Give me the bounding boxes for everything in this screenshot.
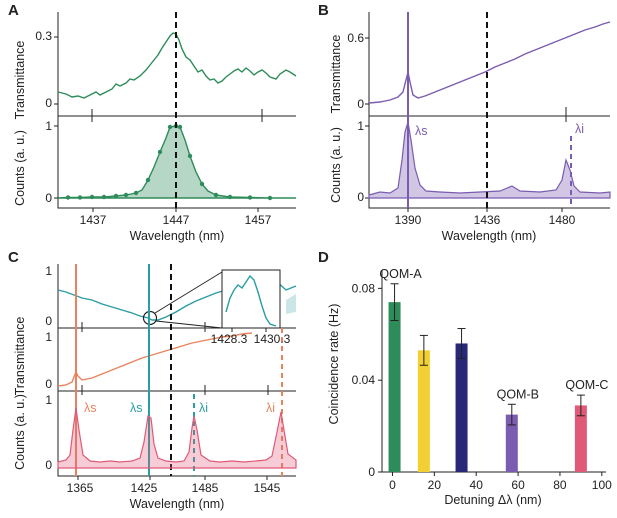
panel-d-ytick-label: 0.04 [352,373,376,387]
panel-c-annotation-lambda-s-teal: λs [130,401,143,415]
panel-b-xlabel: Wavelength (nm) [442,229,537,243]
panel-b-ytick-bottom-1: 1 [357,119,364,133]
panel-d-bar [388,302,401,472]
panel-a-xtick-1457: 1457 [245,213,272,227]
panel-d-ytick-label: 0 [368,465,375,479]
panel-c: C Transmittance Counts (a. u.) 1 0 1 0 1… [8,249,297,511]
panel-d: D Coincidence rate (Hz) 0 0.04 0.08 0 20 40 6… [318,249,612,507]
panel-b-transmittance-curve [368,21,611,104]
panel-d-ytick-label: 0.08 [352,281,376,295]
panel-c-ytick-bottom-1: 1 [45,393,52,407]
panel-d-ylabel: Coincidence rate (Hz) [327,304,341,425]
panel-d-letter: D [318,249,329,266]
panel-a-transmittance-curve [57,32,297,99]
panel-d-bar-label: QOM-A [379,267,422,281]
panel-b-bottom-ylabel: Counts (a. u.) [329,127,343,203]
panel-c-inset-frame [221,269,281,329]
panel-a-xlabel: Wavelength (nm) [130,229,225,243]
panel-b-xtick-1480: 1480 [549,213,576,227]
panel-c-top-ylabel: Transmittance [13,317,27,396]
panel-d-yticks: 0 0.04 0.08 [352,281,382,479]
panel-d-xtick-label: 100 [592,478,612,492]
panel-c-ytick-top-0: 0 [45,314,52,328]
panel-c-ytick-mid-1: 1 [45,330,52,344]
panel-c-mid-transmittance-curve [57,332,253,387]
panel-b-xtick-1436: 1436 [474,213,501,227]
panel-b-counts-curve [368,121,611,199]
panel-b: B Transmittance Counts (a. u.) 0.6 0 1 0… [318,2,611,243]
panel-a-counts-points [65,123,273,201]
panel-d-xtick-label: 0 [389,478,396,492]
panel-a-ytick-bottom-1: 1 [45,119,52,133]
panel-a-ytick-top-0.3: 0.3 [35,29,52,43]
panel-c-counts-curve [57,407,297,469]
panel-c-inset-curve [225,274,277,327]
panel-c-right-edge-curve [286,294,296,314]
panel-d-bar-label: QOM-C [565,378,608,392]
panel-c-ytick-top-1: 1 [45,264,52,278]
panel-a-axes [57,12,296,209]
panel-c-zoom-line [155,320,223,329]
panel-c-annotation-lambda-i-orange: λi [266,401,275,415]
panel-d-xlabel: Detuning Δλ (nm) [444,493,541,507]
panel-d-bar [505,414,518,472]
panel-c-letter: C [8,249,19,266]
panel-a: A Transmittance Counts (a. u.) 0.3 0 1 0… [8,2,297,243]
panel-c-axes [57,264,296,477]
panel-a-ytick-top-0: 0 [45,96,52,110]
panel-b-ytick-top-0.6: 0.6 [347,31,364,45]
panel-b-ytick-top-0: 0 [357,97,364,111]
panel-b-axes [368,12,610,209]
panel-a-xtick-1437: 1437 [80,213,107,227]
panel-c-inset: 1428.3 1430.3 [211,269,291,346]
panel-d-xticks: 0 20 40 60 80 100 [389,472,612,492]
panel-b-top-ylabel: Transmittance [329,35,343,114]
panel-a-letter: A [8,2,19,19]
panel-d-bar [574,405,587,472]
panel-b-annotation-lambda-i: λi [575,122,584,136]
panel-c-ytick-bottom-0: 0 [45,458,52,472]
panel-c-annotation-lambda-s-orange: λs [84,401,97,415]
panel-d-bars: QOM-A QOM-B QOM-C [379,267,608,472]
panel-c-zoom-line [154,271,223,314]
panel-d-axes [381,270,606,473]
panel-c-xlabel: Wavelength (nm) [130,497,225,511]
panel-d-bar-label: QOM-B [497,387,539,401]
panel-d-xtick-label: 40 [470,478,484,492]
panel-c-inset-xtick-1428.3: 1428.3 [211,332,248,346]
panel-b-annotation-lambda-s: λs [415,124,428,138]
panel-b-letter: B [318,2,329,19]
panel-a-xtick-1447: 1447 [163,213,190,227]
panel-d-xtick-label: 20 [428,478,442,492]
panel-a-bottom-ylabel: Counts (a. u.) [13,130,27,206]
panel-d-xtick-label: 80 [553,478,567,492]
panel-c-xtick-1425: 1425 [131,481,158,495]
panel-a-ytick-bottom-0: 0 [45,191,52,205]
panel-c-bottom-ylabel: Counts (a. u.) [13,394,27,470]
panel-c-ytick-mid-0: 0 [45,377,52,391]
panel-c-xtick-1545: 1545 [254,481,281,495]
panel-c-xtick-1365: 1365 [67,481,94,495]
panel-b-xtick-1390: 1390 [395,213,422,227]
panel-c-inset-xtick-1430.3: 1430.3 [254,332,291,346]
panel-c-xtick-1485: 1485 [192,481,219,495]
panel-d-xtick-label: 60 [511,478,525,492]
panel-d-bar [417,350,430,472]
panel-c-annotation-lambda-i-teal: λi [199,401,208,415]
panel-a-top-ylabel: Transmittance [13,41,27,120]
panel-b-ytick-bottom-0: 0 [357,190,364,204]
panel-d-bar [455,343,468,472]
